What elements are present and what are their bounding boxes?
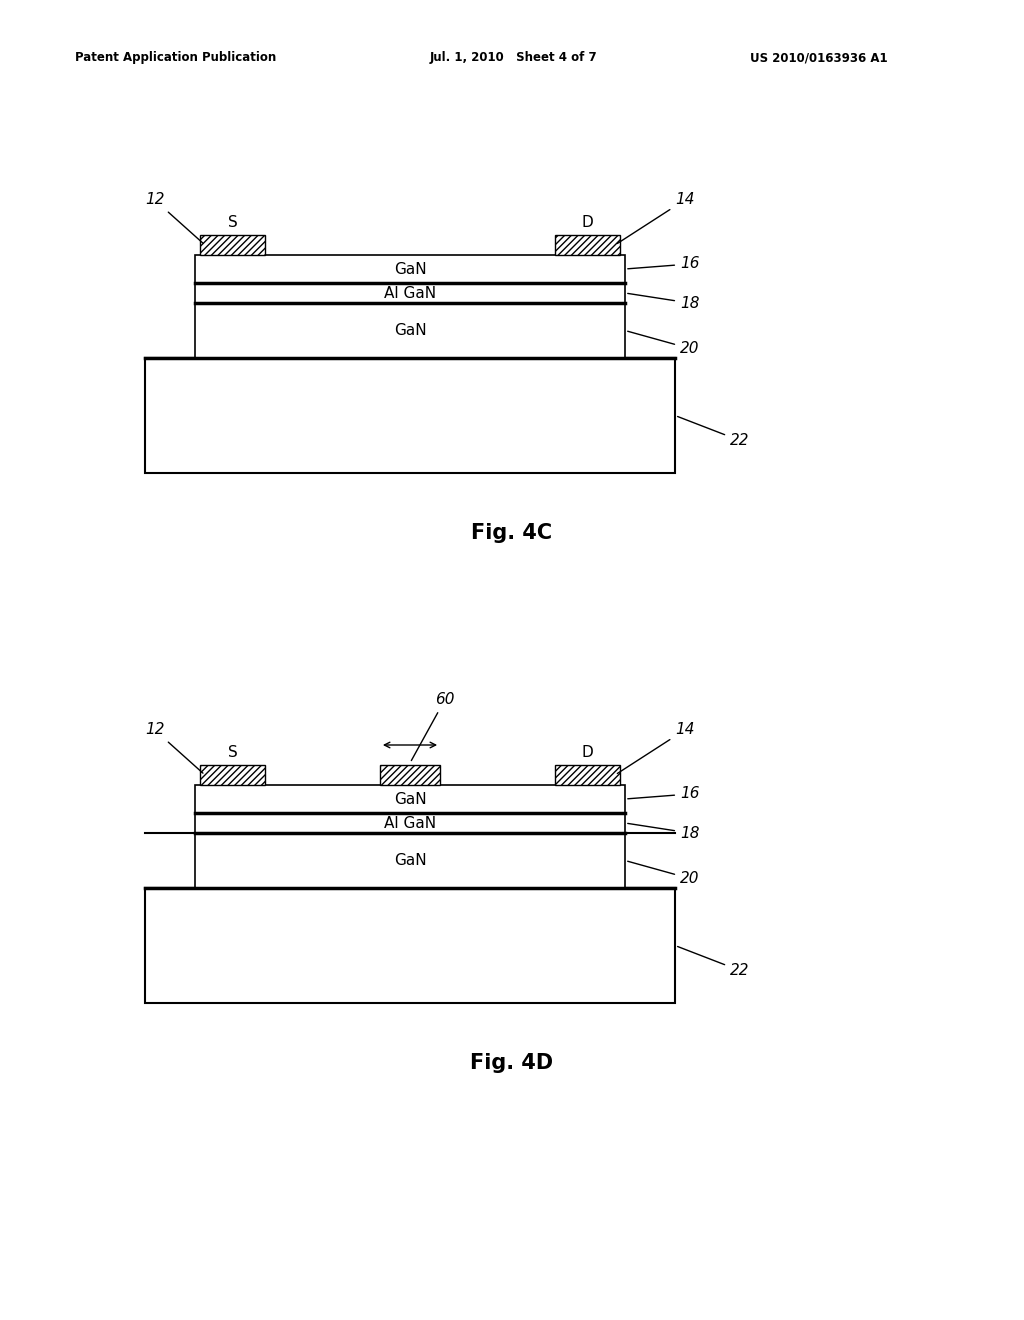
Text: S: S — [227, 215, 238, 230]
Bar — [195, 304, 625, 358]
Bar — [195, 813, 625, 833]
Text: 60: 60 — [412, 693, 455, 760]
Text: Al GaN: Al GaN — [384, 285, 436, 301]
Text: 18: 18 — [628, 824, 699, 841]
Bar — [200, 235, 265, 255]
Text: 12: 12 — [145, 722, 203, 774]
Text: Al GaN: Al GaN — [384, 816, 436, 830]
Bar — [195, 282, 625, 304]
Bar — [195, 785, 625, 813]
Text: 14: 14 — [617, 193, 694, 243]
Bar — [555, 235, 620, 255]
Text: Jul. 1, 2010   Sheet 4 of 7: Jul. 1, 2010 Sheet 4 of 7 — [430, 51, 598, 65]
Text: 22: 22 — [678, 417, 750, 447]
Text: 16: 16 — [628, 787, 699, 801]
Text: 12: 12 — [145, 193, 203, 243]
Bar — [195, 833, 625, 888]
Bar — [555, 766, 620, 785]
Text: US 2010/0163936 A1: US 2010/0163936 A1 — [750, 51, 888, 65]
Text: S: S — [227, 744, 238, 760]
Bar — [195, 255, 625, 282]
Text: GaN: GaN — [393, 323, 426, 338]
Text: GaN: GaN — [393, 792, 426, 807]
Text: 22: 22 — [678, 946, 750, 978]
Text: Fig. 4C: Fig. 4C — [471, 523, 553, 543]
Bar — [380, 766, 440, 785]
Bar — [200, 766, 265, 785]
Text: 20: 20 — [628, 861, 699, 886]
Bar — [145, 358, 675, 473]
Bar — [145, 888, 675, 1003]
Text: D: D — [582, 744, 593, 760]
Text: Patent Application Publication: Patent Application Publication — [75, 51, 276, 65]
Text: GaN: GaN — [393, 261, 426, 276]
Text: 18: 18 — [628, 293, 699, 310]
Text: 16: 16 — [628, 256, 699, 272]
Text: D: D — [582, 215, 593, 230]
Text: Fig. 4D: Fig. 4D — [470, 1053, 554, 1073]
Text: 20: 20 — [628, 331, 699, 356]
Text: GaN: GaN — [393, 853, 426, 869]
Text: 14: 14 — [617, 722, 694, 774]
